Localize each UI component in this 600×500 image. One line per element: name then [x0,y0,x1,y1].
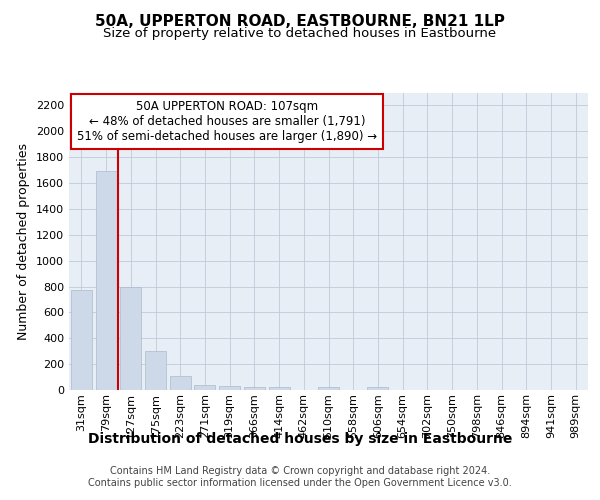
Bar [95,172,116,390]
Text: Distribution of detached houses by size in Eastbourne: Distribution of detached houses by size … [88,432,512,446]
Bar [244,387,265,390]
Text: Size of property relative to detached houses in Eastbourne: Size of property relative to detached ho… [103,28,497,40]
Bar [120,286,141,390]
Bar [367,388,388,390]
Text: 50A UPPERTON ROAD: 107sqm
← 48% of detached houses are smaller (1,791)
51% of se: 50A UPPERTON ROAD: 107sqm ← 48% of detac… [77,100,377,143]
Bar [145,351,166,390]
Text: Contains HM Land Registry data © Crown copyright and database right 2024.
Contai: Contains HM Land Registry data © Crown c… [88,466,512,487]
Bar [170,376,191,390]
Y-axis label: Number of detached properties: Number of detached properties [17,143,31,340]
Bar [71,290,92,390]
Bar [269,387,290,390]
Bar [318,388,339,390]
Bar [194,384,215,390]
Text: 50A, UPPERTON ROAD, EASTBOURNE, BN21 1LP: 50A, UPPERTON ROAD, EASTBOURNE, BN21 1LP [95,14,505,29]
Bar [219,386,240,390]
